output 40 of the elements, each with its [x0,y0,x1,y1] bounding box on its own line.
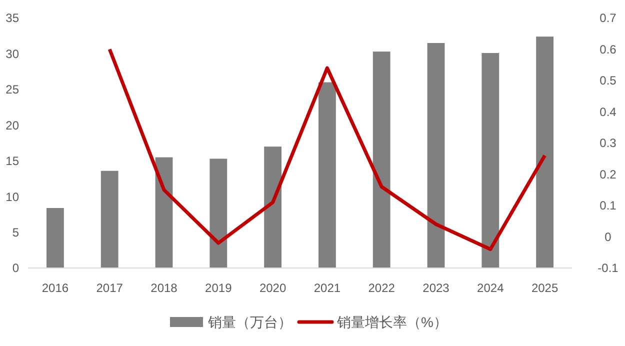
y-tick-label: 25 [6,82,20,97]
bar [482,53,500,268]
x-tick-label: 2025 [531,281,558,296]
x-tick-label: 2016 [42,281,69,296]
bar [318,82,336,268]
y2-tick-label: 0 [604,230,612,244]
bar [46,208,64,268]
y-tick-label: 5 [12,225,20,240]
bar [100,170,118,268]
bar [372,52,390,268]
bar [536,36,554,268]
x-tick-label: 2018 [150,281,178,296]
y-tick-label: 35 [6,11,20,26]
y-tick-label: 20 [6,118,20,132]
y-tick-label: 10 [6,190,20,204]
bar [427,43,445,268]
legend-label: 销量增长率（%） [336,314,448,330]
x-tick-label: 2024 [477,281,504,296]
y-tick-label: 15 [6,154,20,168]
legend-label: 销量（万台） [207,314,292,330]
y2-tick-label: 0.3 [600,136,617,150]
x-tick-label: 2021 [314,281,341,296]
y2-tick-label: -0.1 [598,261,619,276]
y-tick-label: 30 [6,46,20,61]
line-series [108,48,547,251]
y2-tick-label: 0.7 [600,11,617,26]
y2-tick-label: 0.4 [600,104,617,119]
bar [155,157,173,268]
x-tick-label: 2017 [96,281,124,296]
x-tick-label: 2023 [422,281,450,296]
x-tick-label: 2019 [205,281,232,296]
y2-tick-label: 0.5 [600,74,617,88]
y-tick-label: 0 [12,261,20,276]
bar [210,158,228,268]
x-tick-label: 2020 [259,281,286,296]
y2-tick-label: 0.6 [600,42,617,56]
y2-tick-label: 0.1 [600,198,617,213]
y2-tick-label: 0.2 [600,167,617,182]
bar [264,146,282,268]
x-tick-label: 2022 [368,281,396,296]
